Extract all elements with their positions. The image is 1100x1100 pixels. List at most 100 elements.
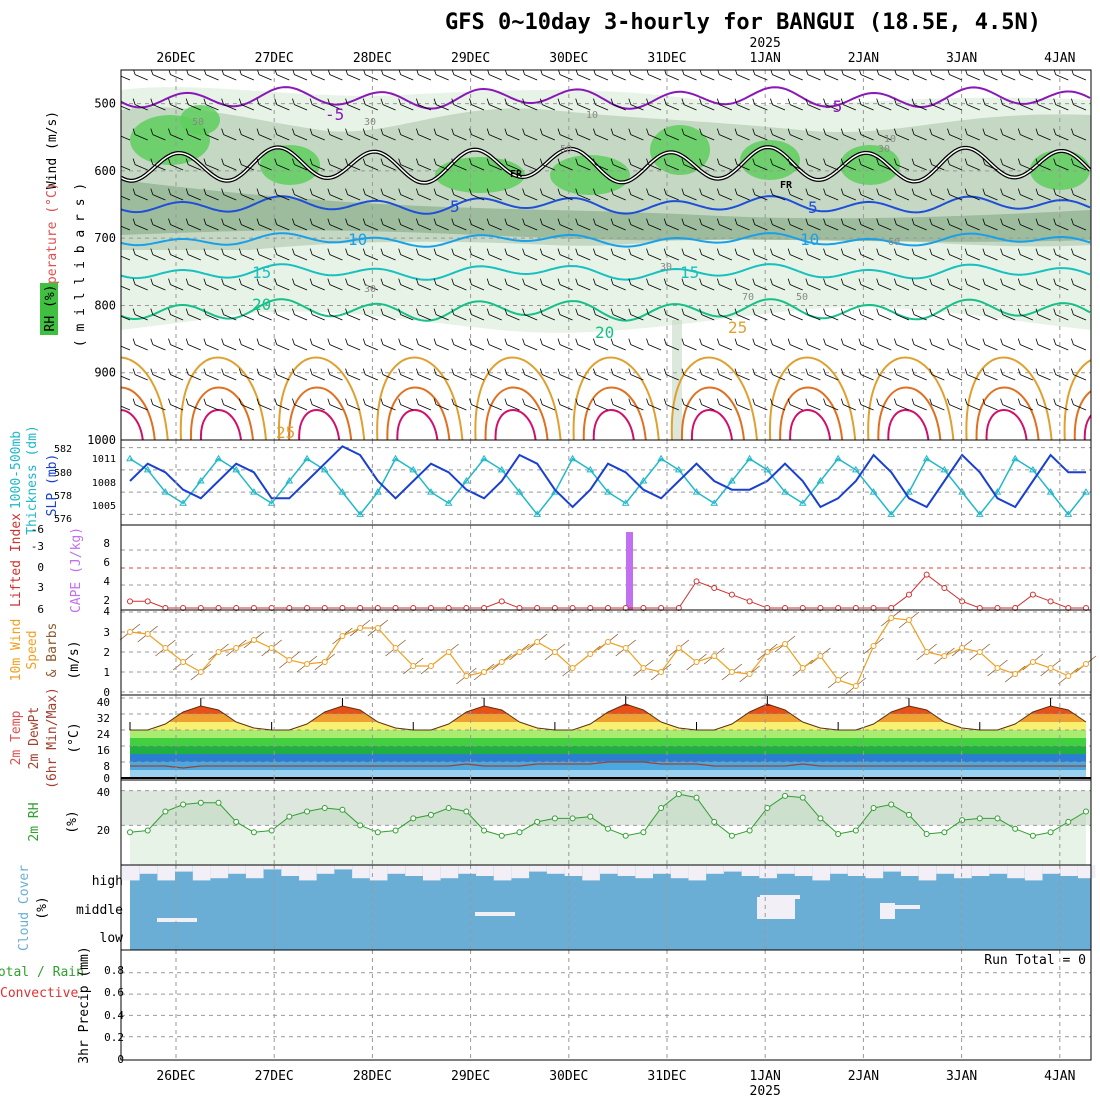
wind-barb <box>1020 164 1034 171</box>
wind-barb-flag <box>309 218 313 225</box>
wind-barb-flag <box>893 188 897 195</box>
wind-barb-flag <box>1017 158 1021 165</box>
year-label-bottom: 2025 <box>750 1084 781 1099</box>
wind-barb-flag <box>203 338 207 345</box>
wind-barb <box>365 344 379 351</box>
wind-barb <box>789 224 803 231</box>
wind-barb-flag <box>876 398 880 405</box>
wind-barb <box>577 404 591 411</box>
wind-barb <box>453 404 467 411</box>
wind-barb <box>612 164 626 171</box>
wind-barb <box>896 344 910 351</box>
wind-barb <box>630 224 644 231</box>
cloud-level-label: middle <box>76 903 123 918</box>
wind-barb <box>648 134 662 141</box>
wind-barb-flag <box>1053 218 1057 225</box>
wind-barb-flag <box>345 158 348 165</box>
wind-barb-flag <box>557 308 561 315</box>
wind-barb <box>276 104 290 111</box>
wind-barb-flag <box>858 128 862 135</box>
wind-barb <box>984 74 998 81</box>
axis-title-wind10: 10m Wind <box>9 619 24 682</box>
wind-barb-flag <box>557 188 561 195</box>
wind-barb <box>789 134 803 141</box>
wind-barb <box>967 254 980 261</box>
wind-barb <box>931 104 945 111</box>
wind-barb-flag <box>380 218 384 225</box>
wind-barb <box>489 284 502 291</box>
contour-label: 15 <box>680 263 699 282</box>
wind-barb-flag <box>663 188 667 195</box>
wind-barb-flag <box>876 188 880 195</box>
wind-barb-flag <box>345 278 348 285</box>
wind-barb-flag <box>185 128 189 135</box>
wind-barb-flag <box>716 188 720 195</box>
wind-barb <box>719 224 733 231</box>
wind-barb-flag <box>256 98 260 105</box>
cloud-high-gap <box>511 865 530 879</box>
wind-barb-flag <box>593 158 596 165</box>
wind-barb-flag <box>1017 398 1021 405</box>
wind-barb-flag <box>380 248 384 255</box>
cloud-high-gap <box>387 865 406 874</box>
wind-barb-flag <box>681 188 685 195</box>
year-label-top: 2025 <box>750 36 781 51</box>
wind-barb-flag <box>221 308 225 315</box>
wind-barb-flag <box>469 308 472 315</box>
contour-label: 15 <box>252 263 271 282</box>
cloud-high-gap <box>865 865 884 879</box>
wind-barb <box>121 195 131 201</box>
wind-barb <box>949 314 963 321</box>
wind-barb-flag <box>610 368 614 375</box>
wind-barb <box>913 104 927 111</box>
wind-barb <box>595 404 609 411</box>
wind-barb-flag <box>203 188 207 195</box>
thickness-line-point <box>958 488 966 495</box>
wind-barb-flag <box>929 158 933 165</box>
wind-barb <box>577 344 591 351</box>
wind-barb <box>506 164 520 171</box>
axis-title-precip: 3hr Precip (mm) <box>77 946 92 1063</box>
rh2m-line-point <box>233 818 240 825</box>
wind-barb-flag <box>593 368 596 375</box>
wind-barb <box>121 165 131 171</box>
wind-barb-flag <box>539 368 543 375</box>
temp-band <box>130 770 1086 778</box>
wind-barb <box>400 344 414 351</box>
wind-barb <box>152 134 166 141</box>
wind-barb-flag <box>486 218 490 225</box>
wind-barb-flag <box>221 338 225 345</box>
rh-humid-patch <box>840 145 900 185</box>
wind-barb <box>559 374 573 381</box>
date-label-bottom: 27DEC <box>255 1069 294 1084</box>
wind-barb <box>294 284 308 291</box>
wind-barb <box>1073 374 1087 381</box>
wind-barb <box>524 134 538 141</box>
wind-barb <box>524 254 538 261</box>
wind-barb <box>170 164 184 171</box>
date-label-bottom: 29DEC <box>451 1069 490 1084</box>
wind-barb <box>241 224 255 231</box>
contour-label: FR <box>780 180 793 191</box>
wind-barb-flag <box>770 308 773 315</box>
wind-barb <box>223 104 237 111</box>
wind-barb <box>1037 314 1051 321</box>
wind10-line-point <box>321 659 328 665</box>
wind-barb <box>949 224 963 231</box>
wind-barb <box>471 164 485 171</box>
wind-barb-flag <box>309 308 313 315</box>
wind-barb-flag <box>858 218 862 225</box>
wind-barb-flag <box>238 98 242 105</box>
wind-barb <box>754 74 768 81</box>
rh2m-line-point <box>1065 818 1072 825</box>
wind-barb-flag <box>893 98 897 105</box>
wind-barb-flag <box>681 218 685 225</box>
wind-barb <box>152 254 166 261</box>
wind-barb-flag <box>185 338 189 345</box>
wind-barb <box>258 404 272 411</box>
wind-barb <box>683 104 697 111</box>
contour-35 <box>121 409 144 440</box>
wind-barb-flag <box>858 188 862 195</box>
wind-barb-flag <box>646 308 649 315</box>
wind-barb-flag <box>912 70 915 75</box>
